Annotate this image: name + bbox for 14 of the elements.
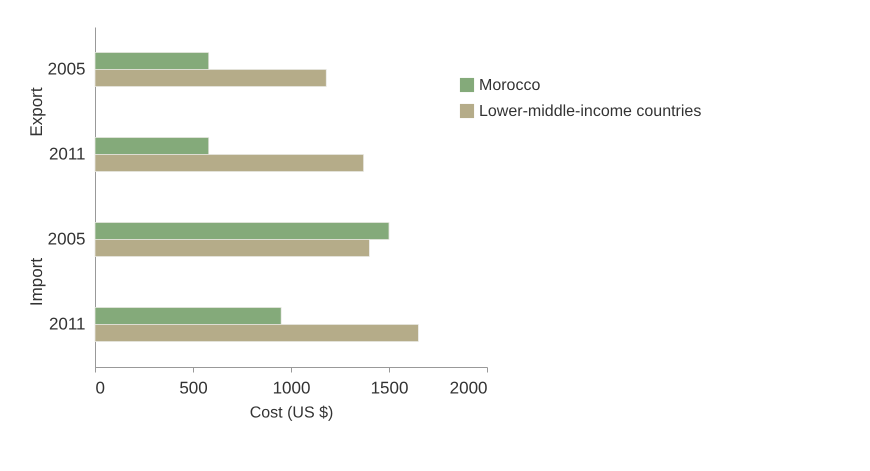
x-tick-label: 1500 (370, 378, 408, 398)
x-tick-label: 0 (96, 378, 105, 398)
y-tick-label: 2005 (48, 60, 86, 78)
legend-label: Lower-middle-income countries (479, 103, 702, 120)
x-axis-title: Cost (US $) (250, 404, 334, 422)
x-tick-label: 1000 (272, 378, 310, 398)
x-tick-label: 500 (179, 378, 208, 398)
legend-label: Morocco (479, 77, 540, 94)
x-tick-label: 2000 (450, 378, 488, 398)
y-tick-label: 2005 (48, 230, 86, 248)
y-tick-label: 2011 (48, 144, 86, 164)
y-tick-label: 2011 (48, 314, 86, 334)
text: Export (27, 87, 46, 137)
text: Import (27, 258, 46, 306)
